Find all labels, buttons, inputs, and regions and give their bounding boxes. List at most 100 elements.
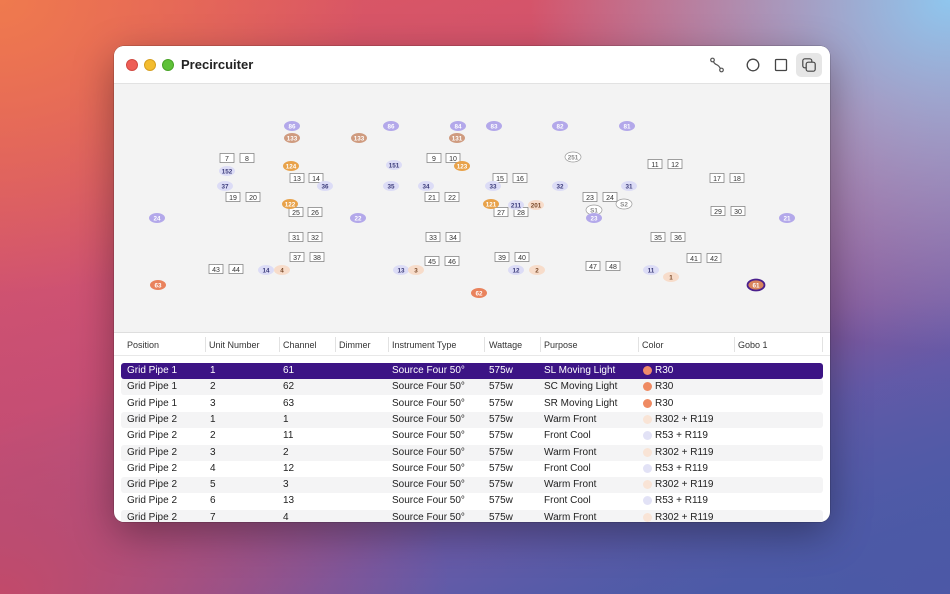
channel-marker[interactable]: 201 [528, 200, 544, 210]
unit-number-box[interactable]: 35 [650, 232, 666, 242]
table-row[interactable]: Grid Pipe 2 4 12 Source Four 50° 575w Front C… [121, 461, 823, 477]
circle-view-button[interactable] [740, 53, 766, 77]
unit-number-box[interactable]: 44 [228, 264, 244, 274]
channel-marker[interactable]: 251 [564, 151, 582, 163]
channel-marker[interactable]: 1 [663, 272, 679, 282]
channel-marker[interactable]: 12 [508, 265, 524, 275]
channel-marker[interactable]: 152 [219, 166, 235, 176]
unit-number-box[interactable]: 26 [307, 207, 323, 217]
channel-marker[interactable]: 11 [643, 265, 659, 275]
channel-marker[interactable]: 131 [449, 133, 465, 143]
channel-marker[interactable]: 13 [393, 265, 409, 275]
unit-number-box[interactable]: 32 [307, 232, 323, 242]
unit-number-box[interactable]: 15 [492, 173, 508, 183]
unit-number-box[interactable]: 37 [289, 252, 305, 262]
channel-marker[interactable]: 133 [284, 133, 300, 143]
unit-number-box[interactable]: 8 [239, 153, 255, 163]
column-header-purpose[interactable]: Purpose [544, 340, 578, 350]
unit-number-box[interactable]: 21 [424, 192, 440, 202]
channel-marker[interactable]: 22 [350, 213, 366, 223]
table-row[interactable]: Grid Pipe 2 5 3 Source Four 50° 575w Warm Fro… [121, 477, 823, 494]
unit-number-box[interactable]: 17 [709, 173, 725, 183]
unit-number-box[interactable]: 12 [667, 159, 683, 169]
unit-number-box[interactable]: 45 [424, 256, 440, 266]
channel-marker[interactable]: 63 [150, 280, 166, 290]
column-header-channel[interactable]: Channel [283, 340, 317, 350]
table-row[interactable]: Grid Pipe 1 1 61 Source Four 50° 575w SL Movi… [121, 363, 823, 379]
column-header-color[interactable]: Color [642, 340, 664, 350]
unit-number-box[interactable]: 42 [706, 253, 722, 263]
channel-marker[interactable]: 37 [217, 181, 233, 191]
column-header-gobo-1[interactable]: Gobo 1 [738, 340, 768, 350]
channel-marker[interactable]: 36 [317, 181, 333, 191]
unit-number-box[interactable]: 13 [289, 173, 305, 183]
channel-marker[interactable]: 121 [483, 199, 499, 209]
channel-marker[interactable]: 24 [149, 213, 165, 223]
unit-number-box[interactable]: 27 [493, 207, 509, 217]
channel-marker[interactable]: 62 [471, 288, 487, 298]
unit-number-box[interactable]: 46 [444, 256, 460, 266]
channel-marker[interactable]: 14 [258, 265, 274, 275]
channel-marker[interactable]: 122 [282, 199, 298, 209]
channel-marker[interactable]: 82 [552, 121, 568, 131]
unit-number-box[interactable]: 7 [219, 153, 235, 163]
channel-marker[interactable]: 86 [284, 121, 300, 131]
unit-number-box[interactable]: 40 [514, 252, 530, 262]
unit-number-box[interactable]: 25 [288, 207, 304, 217]
close-button[interactable] [126, 59, 138, 71]
channel-marker[interactable]: 133 [351, 133, 367, 143]
table-row[interactable]: Grid Pipe 2 1 1 Source Four 50° 575w Warm Fro… [121, 411, 823, 428]
channel-marker[interactable]: 33 [485, 181, 501, 191]
channel-marker[interactable]: 211 [508, 200, 524, 210]
table-row[interactable]: Grid Pipe 2 7 4 Source Four 50° 575w Warm Fro… [121, 509, 823, 522]
light-plot-canvas[interactable]: 7 8 13 14 9 10 15 16 11 12 17 18 19 20 21 22 23 24 25 26 27 2… [114, 84, 830, 332]
square-view-button[interactable] [768, 53, 794, 77]
unit-number-box[interactable]: 20 [245, 192, 261, 202]
column-header-position[interactable]: Position [127, 340, 160, 350]
table-row[interactable]: Grid Pipe 1 3 63 Source Four 50° 575w SR Movi… [121, 396, 823, 412]
unit-number-box[interactable]: 19 [225, 192, 241, 202]
channel-marker[interactable]: 34 [418, 181, 434, 191]
table-row[interactable]: Grid Pipe 2 6 13 Source Four 50° 575w Front C… [121, 493, 823, 509]
unit-number-box[interactable]: 16 [512, 173, 528, 183]
zoom-button[interactable] [162, 59, 174, 71]
unit-number-box[interactable]: 18 [729, 173, 745, 183]
unit-number-box[interactable]: 31 [288, 232, 304, 242]
channel-marker[interactable]: 86 [383, 121, 399, 131]
unit-number-box[interactable]: 41 [686, 253, 702, 263]
unit-number-box[interactable]: 48 [605, 261, 621, 271]
unit-number-box[interactable]: 36 [670, 232, 686, 242]
unit-number-box[interactable]: 30 [730, 206, 746, 216]
unit-number-box[interactable]: 14 [308, 173, 324, 183]
column-header-dimmer[interactable]: Dimmer [339, 340, 371, 350]
channel-marker[interactable]: 151 [386, 160, 402, 170]
channel-marker[interactable]: 2 [529, 265, 545, 275]
channel-marker[interactable]: 83 [486, 121, 502, 131]
unit-number-box[interactable]: 23 [582, 192, 598, 202]
channel-marker[interactable]: 123 [454, 161, 470, 171]
unit-number-box[interactable]: 39 [494, 252, 510, 262]
unit-number-box[interactable]: 43 [208, 264, 224, 274]
table-row[interactable]: Grid Pipe 2 2 11 Source Four 50° 575w Front C… [121, 428, 823, 444]
channel-marker[interactable]: S2 [615, 198, 633, 210]
unit-number-box[interactable]: 11 [647, 159, 663, 169]
channel-marker[interactable]: 124 [283, 161, 299, 171]
channel-marker[interactable]: 3 [408, 265, 424, 275]
unit-number-box[interactable]: 47 [585, 261, 601, 271]
unit-number-box[interactable]: 9 [426, 153, 442, 163]
channel-marker[interactable]: 4 [274, 265, 290, 275]
table-row[interactable]: Grid Pipe 1 2 62 Source Four 50° 575w SC Movi… [121, 379, 823, 396]
channel-marker-selected[interactable]: 61 [746, 278, 766, 292]
channel-marker[interactable]: 21 [779, 213, 795, 223]
minimize-button[interactable] [144, 59, 156, 71]
table-row[interactable]: Grid Pipe 2 3 2 Source Four 50° 575w Warm Fro… [121, 444, 823, 461]
unit-number-box[interactable]: 33 [425, 232, 441, 242]
unit-number-box[interactable]: 38 [309, 252, 325, 262]
channel-marker[interactable]: 31 [621, 181, 637, 191]
column-header-wattage[interactable]: Wattage [489, 340, 523, 350]
column-header-instrument-type[interactable]: Instrument Type [392, 340, 457, 350]
copy-view-button[interactable] [796, 53, 822, 77]
channel-marker[interactable]: 81 [619, 121, 635, 131]
channel-marker[interactable]: 35 [383, 181, 399, 191]
